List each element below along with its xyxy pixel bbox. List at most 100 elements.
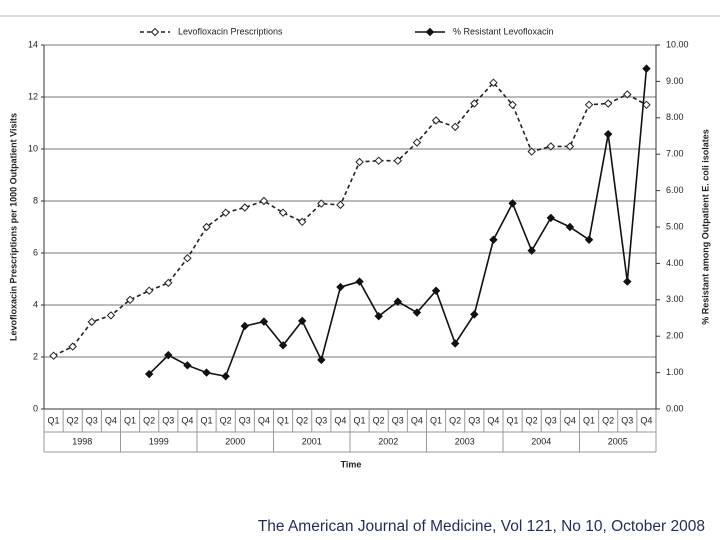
- point-marker: [202, 222, 211, 232]
- year-label: 1999: [149, 436, 169, 446]
- point-marker: [68, 342, 77, 351]
- point-marker: [470, 310, 479, 319]
- point-marker: [355, 157, 364, 167]
- y-tick-label: 8: [33, 195, 38, 205]
- year-label: 2000: [225, 436, 245, 446]
- point-marker: [183, 361, 192, 370]
- y2-axis-title: % Resistant among Outpatient E. coli iso…: [700, 129, 710, 325]
- y2-tick-label: 8.00: [666, 112, 684, 122]
- point-marker: [642, 64, 651, 73]
- legend-label: Levofloxacin Prescriptions: [178, 26, 283, 36]
- x-tick-label: Q3: [162, 415, 174, 425]
- point-marker: [240, 203, 250, 212]
- y2-tick-label: 2.00: [666, 331, 684, 341]
- point-marker: [623, 90, 632, 99]
- point-marker: [297, 316, 307, 326]
- year-label: 2003: [455, 436, 475, 446]
- x-tick-label: Q2: [373, 415, 385, 425]
- x-tick-label: Q2: [143, 415, 155, 425]
- x-tick-label: Q1: [124, 415, 136, 425]
- point-marker: [164, 278, 173, 288]
- y2-tick-label: 0.00: [666, 403, 684, 413]
- point-marker: [489, 78, 498, 87]
- y-tick-label: 12: [28, 91, 38, 101]
- point-marker: [450, 122, 460, 132]
- point-marker: [221, 208, 230, 217]
- point-marker: [336, 282, 345, 292]
- x-tick-label: Q4: [181, 415, 193, 425]
- point-marker: [183, 253, 192, 263]
- year-label: 2001: [302, 436, 322, 446]
- x-tick-label: Q2: [67, 415, 79, 425]
- point-marker: [623, 277, 632, 286]
- y2-tick-label: 3.00: [666, 294, 684, 304]
- x-axis-title: Time: [341, 459, 362, 469]
- point-marker: [603, 129, 613, 139]
- x-tick-label: Q3: [239, 415, 251, 425]
- x-tick-label: Q4: [487, 415, 499, 425]
- y2-tick-label: 9.00: [666, 76, 684, 86]
- legend-label: % Resistant Levofloxacin: [453, 26, 554, 36]
- point-marker: [144, 286, 154, 295]
- x-tick-label: Q2: [296, 415, 308, 425]
- point-marker: [278, 208, 288, 217]
- x-tick-label: Q3: [621, 415, 633, 425]
- point-marker: [106, 311, 116, 320]
- y2-tick-label: 7.00: [666, 149, 684, 159]
- y-tick-label: 10: [28, 143, 38, 153]
- point-marker: [393, 156, 403, 165]
- point-marker: [87, 317, 97, 327]
- point-marker: [393, 297, 403, 306]
- y2-tick-label: 10.00: [666, 39, 689, 49]
- x-tick-label: Q3: [392, 415, 404, 425]
- x-tick-label: Q1: [48, 415, 60, 425]
- point-marker: [431, 286, 441, 295]
- x-tick-label: Q2: [602, 415, 614, 425]
- point-marker: [470, 99, 479, 108]
- x-tick-label: Q1: [354, 415, 366, 425]
- point-marker: [431, 116, 441, 125]
- year-label: 2002: [378, 436, 398, 446]
- point-marker: [221, 372, 230, 381]
- x-tick-label: Q4: [640, 415, 652, 425]
- x-tick-label: Q1: [201, 415, 213, 425]
- year-label: 2005: [608, 436, 628, 446]
- x-tick-label: Q1: [277, 415, 289, 425]
- x-tick-label: Q2: [449, 415, 461, 425]
- year-label: 2004: [531, 436, 551, 446]
- point-marker: [164, 350, 173, 360]
- point-marker: [297, 217, 307, 227]
- point-marker: [508, 100, 517, 110]
- point-marker: [508, 199, 517, 208]
- y2-tick-label: 1.00: [666, 367, 684, 377]
- y-tick-label: 0: [33, 403, 38, 413]
- y-tick-label: 4: [33, 299, 38, 309]
- x-tick-label: Q1: [583, 415, 595, 425]
- point-marker: [603, 99, 613, 108]
- x-tick-label: Q3: [315, 415, 327, 425]
- x-tick-label: Q1: [507, 415, 519, 425]
- y-tick-label: 6: [33, 247, 38, 257]
- point-marker: [259, 317, 269, 326]
- y2-tick-label: 4.00: [666, 258, 684, 268]
- series-line: [53, 81, 647, 357]
- point-marker: [374, 311, 383, 321]
- point-marker: [584, 235, 594, 244]
- x-tick-label: Q4: [334, 415, 346, 425]
- source-note: The American Journal of Medicine, Vol 12…: [258, 518, 705, 535]
- point-marker: [355, 277, 364, 286]
- point-marker: [565, 142, 575, 151]
- y-tick-label: 14: [28, 39, 38, 49]
- year-label: 1998: [72, 436, 92, 446]
- point-marker: [489, 235, 498, 244]
- y-tick-label: 2: [33, 351, 38, 361]
- point-marker: [317, 199, 326, 208]
- point-marker: [565, 222, 575, 232]
- point-marker: [450, 339, 460, 348]
- x-tick-label: Q4: [105, 415, 117, 425]
- point-marker: [412, 138, 422, 147]
- point-marker: [527, 147, 536, 156]
- x-tick-label: Q2: [526, 415, 538, 425]
- y2-tick-label: 5.00: [666, 221, 684, 231]
